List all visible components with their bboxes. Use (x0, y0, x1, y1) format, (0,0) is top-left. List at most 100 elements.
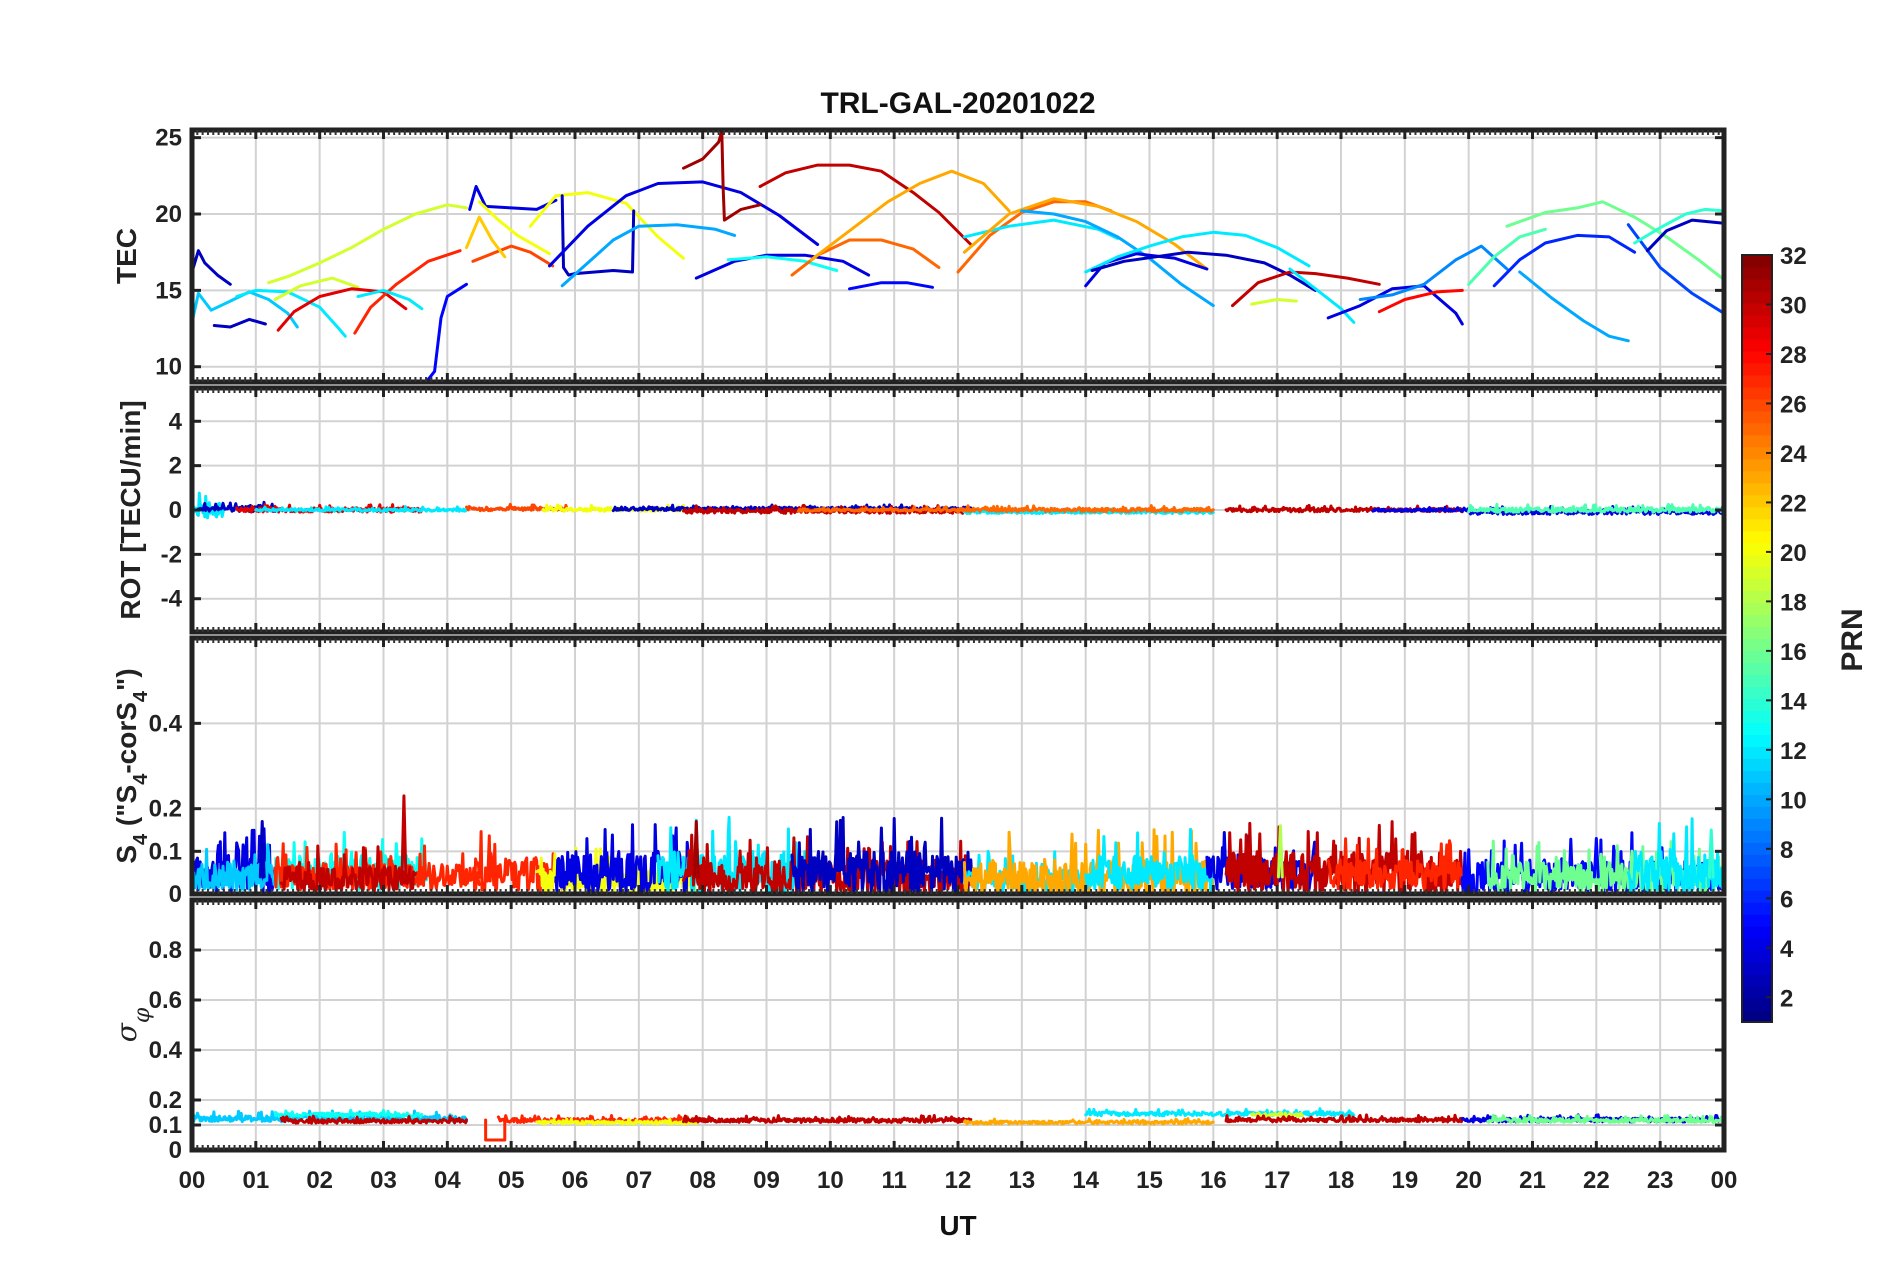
colorbar-swatch (1742, 410, 1772, 424)
colorbar-tick-label: 26 (1780, 391, 1807, 418)
colorbar-tick-label: 32 (1780, 243, 1807, 270)
s4-spike-prn-14 (1707, 828, 1715, 879)
s4-spike-prn-31 (692, 819, 700, 879)
panel-sigma_phi: 00.10.2 0.4 0.6 0.8 σφ (110, 897, 1727, 1164)
tec-track-prn-12 (1288, 267, 1356, 324)
x-tick-label: 21 (1519, 1167, 1546, 1194)
tec-series (192, 130, 1724, 382)
x-tick-label: 08 (689, 1167, 716, 1194)
x-tick-label: 11 (881, 1167, 906, 1194)
colorbar-swatch (1742, 914, 1772, 927)
colorbar-swatch (1742, 458, 1772, 472)
colorbar-tick-label: 2 (1780, 985, 1793, 1012)
tec-track-prn-19 (273, 276, 360, 301)
tec-track-prn-12 (356, 288, 424, 311)
colorbar-tick-label: 14 (1780, 688, 1807, 715)
colorbar-swatch (1742, 950, 1772, 963)
x-tick-label: 13 (1008, 1167, 1035, 1194)
y-tick-label: 0.6 (149, 987, 182, 1014)
colorbar-swatch (1742, 434, 1772, 448)
colorbar-tick-label: 18 (1780, 589, 1807, 616)
colorbar-swatch (1742, 494, 1772, 508)
colorbar-swatch (1742, 998, 1772, 1011)
colorbar-swatch (1742, 722, 1772, 735)
panel-tec: 10 15 20 25 TEC (111, 125, 1727, 385)
rot-trace-prn-25 (956, 504, 1215, 514)
tec-track-prn-31 (682, 130, 762, 222)
colorbar-swatch (1742, 854, 1772, 867)
colorbar-swatch (1742, 255, 1772, 268)
tec-track-prn-9 (1358, 244, 1509, 301)
tec-y-axis-label: TEC (111, 228, 142, 284)
tec-track-prn-15 (1467, 227, 1547, 286)
tec-track-prn-12 (235, 288, 347, 338)
colorbar-tick-label: 6 (1780, 886, 1793, 913)
x-tick-label: 04 (434, 1167, 461, 1194)
colorbar-swatch (1742, 338, 1772, 352)
tec-track-prn-25 (956, 200, 1113, 274)
colorbar-swatch (1742, 746, 1772, 759)
colorbar-swatch (1742, 818, 1772, 831)
s4-trace-prn-12 (1084, 827, 1215, 892)
colorbar-swatch (1742, 506, 1772, 520)
tec-track-prn-30 (1231, 270, 1381, 308)
colorbar-tick-label: 22 (1780, 490, 1807, 517)
colorbar-swatch (1742, 470, 1772, 484)
s4-trace-prn-27 (1326, 837, 1464, 891)
y-tick-label: 4 (169, 408, 183, 435)
colorbar-swatch (1742, 734, 1772, 747)
s4-trace-prn-27 (420, 844, 481, 892)
colorbar-swatch (1742, 782, 1772, 795)
tec-track-prn-16 (1505, 200, 1724, 282)
rot-trace-prn-15 (1467, 502, 1724, 514)
s4-trace-prn-30 (279, 844, 417, 893)
colorbar-tick-label: 30 (1780, 292, 1807, 319)
colorbar-swatch (1742, 890, 1772, 903)
y-tick-label: 0 (169, 1137, 182, 1164)
tec-track-prn-12 (1084, 230, 1311, 274)
colorbar-tick-label: 20 (1780, 540, 1807, 567)
x-tick-label: 20 (1455, 1167, 1482, 1194)
y-tick-label: 0.2 (149, 796, 182, 823)
tec-track-prn-4 (548, 180, 820, 268)
tec-track-prn-4 (1084, 252, 1209, 288)
colorbar-swatch (1742, 686, 1772, 700)
colorbar-swatch (1742, 422, 1772, 436)
colorbar-swatch (1742, 314, 1772, 328)
colorbar-swatch (1742, 542, 1772, 556)
tec-track-prn-5 (424, 282, 468, 382)
colorbar-swatch (1742, 266, 1772, 280)
tec-track-prn-19 (1250, 298, 1298, 306)
tec-track-prn-26 (471, 244, 555, 268)
s4-trace-prn-11 (192, 843, 277, 892)
y-tick-label: 10 (155, 354, 182, 381)
colorbar-swatch (1742, 350, 1772, 364)
rot-trace-prn-12 (254, 505, 468, 513)
y-tick-label: 25 (155, 125, 182, 152)
s4-spike-prn-18 (1276, 824, 1284, 879)
colorbar-swatch (1742, 590, 1772, 604)
colorbar-swatch (1742, 326, 1772, 340)
tec-track-prn-20 (528, 191, 685, 260)
colorbar-swatch (1742, 278, 1772, 292)
y-tick-label: -4 (161, 586, 183, 613)
colorbar-swatch (1742, 530, 1772, 544)
tec-track-prn-12 (962, 218, 1120, 240)
y-tick-label: 0 (169, 881, 182, 908)
y-tick-label: 0.8 (149, 937, 182, 964)
sigma_phi-trace-prn-30 (1224, 1113, 1464, 1124)
colorbar-tick-label: 12 (1780, 738, 1807, 765)
y-tick-label: 0.1 (149, 838, 182, 865)
s4-trace-prn-27 (471, 830, 564, 894)
x-tick-label: 23 (1647, 1167, 1674, 1194)
colorbar-swatch (1742, 830, 1772, 843)
x-tick-label: 16 (1200, 1167, 1227, 1194)
colorbar-swatch (1742, 446, 1772, 460)
colorbar-tick-label: 10 (1780, 787, 1807, 814)
sigma_phi-trace-prn-30 (279, 1114, 468, 1125)
tec-track-prn-30 (758, 163, 973, 246)
x-tick-label: 09 (753, 1167, 780, 1194)
y-tick-label: -2 (161, 541, 182, 568)
colorbar-swatch (1742, 698, 1772, 711)
x-tick-label: 12 (945, 1167, 972, 1194)
